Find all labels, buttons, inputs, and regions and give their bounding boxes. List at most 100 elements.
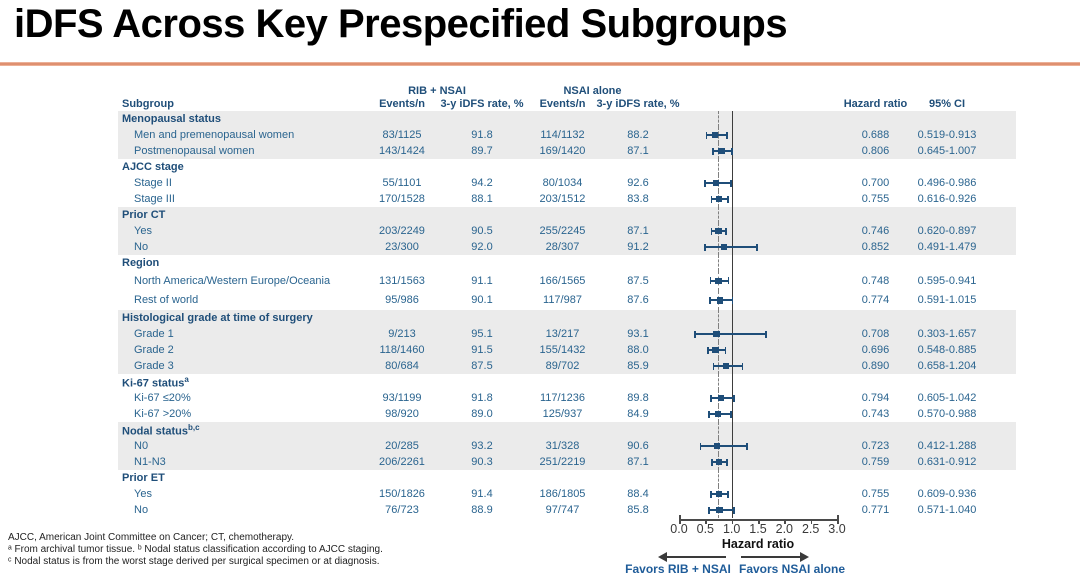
ci-cap-low	[710, 195, 713, 203]
axis-tick-label: 1.5	[749, 522, 767, 536]
arm1-rate-cell: 95.1	[471, 328, 493, 340]
group-label: Histological grade at time of surgery	[118, 312, 357, 324]
ci-cell: 0.605-1.042	[917, 392, 977, 404]
reference-line-dashed	[718, 111, 720, 127]
ci-cap-high	[725, 227, 728, 235]
favors-left-label: Favors RIB + NSAI	[625, 562, 731, 576]
arm2-rate-cell: 88.0	[627, 344, 649, 356]
group-header-row: Menopausal status	[118, 111, 1016, 127]
group-label: Region	[118, 257, 357, 269]
ci-cell: 0.491-1.479	[917, 241, 977, 253]
arm1-events-cell: 143/1424	[379, 145, 425, 157]
forest-marker	[715, 227, 722, 235]
col-subgroup: Subgroup	[122, 98, 174, 110]
group-label-text: Region	[122, 257, 160, 269]
axis-tick-label: 0.0	[670, 522, 688, 536]
arm1-rate-cell: 93.2	[471, 440, 493, 452]
forest-marker	[715, 195, 723, 203]
forest-table: RIB + NSAI NSAI alone Subgroup Events/n …	[118, 84, 1016, 518]
ci-cap-low	[707, 346, 709, 354]
ci-cell: 0.616-0.926	[917, 193, 977, 205]
reference-line-solid	[731, 127, 734, 143]
hazard-ratio-cell: 0.688	[861, 129, 890, 141]
reference-line-dashed	[718, 159, 720, 175]
ci-cap-high	[731, 296, 734, 304]
favors-right-label: Favors NSAI alone	[738, 562, 846, 576]
footnote-line: ᵃ From archival tumor tissue. ᵇ Nodal st…	[8, 544, 383, 555]
arm1-events-cell: 131/1563	[379, 274, 425, 287]
table-row: Men and premenopausal women 83/1125 91.8 11…	[118, 127, 1016, 143]
hazard-ratio-cell: 0.748	[861, 274, 890, 287]
reference-line-solid	[731, 470, 734, 486]
forest-marker	[715, 277, 722, 284]
table-row: Grade 2 118/1460 91.5 155/1432 88.0 0.696 0.54…	[118, 342, 1016, 358]
subgroup-label: Yes	[134, 225, 152, 237]
group-label-text: Nodal status	[122, 425, 189, 438]
group-label: Ki-67 statusa	[118, 375, 357, 390]
ci-cap-high	[727, 490, 730, 498]
group-header-row: Histological grade at time of surgery	[118, 310, 1016, 326]
ci-cap-high	[724, 346, 727, 354]
forest-marker	[716, 297, 724, 304]
reference-line-solid	[731, 191, 734, 207]
ci-cell: 0.591-1.015	[917, 294, 977, 307]
arm-header-row: RIB + NSAI NSAI alone	[118, 84, 1016, 97]
ci-cell: 0.571-1.040	[917, 504, 977, 516]
forest-plot-cell	[668, 374, 843, 390]
arm1-events-cell: 118/1460	[379, 344, 425, 356]
arm2-rate-cell: 90.6	[627, 440, 649, 452]
group-label-text: Ki-67 status	[122, 377, 185, 390]
group-header-row: Prior CT	[118, 207, 1016, 223]
arm1-rate-cell: 91.4	[471, 488, 493, 500]
reference-line-solid	[731, 111, 734, 127]
axis-end-tick	[679, 514, 681, 520]
table-row: N1-N3 206/2261 90.3 251/2219 87.1 0.759 0.631-…	[118, 454, 1016, 470]
arm2-rate-cell: 91.2	[627, 241, 649, 253]
axis-tick	[784, 519, 786, 524]
axis-tick	[837, 519, 839, 524]
hazard-ratio-cell: 0.696	[861, 344, 890, 356]
slide-title: iDFS Across Key Prespecified Subgroups	[14, 2, 788, 46]
subgroup-label: Men and premenopausal women	[134, 129, 295, 141]
arm1-events-cell: 55/1101	[382, 177, 422, 189]
hazard-ratio-cell: 0.755	[861, 193, 890, 205]
subgroup-label: Grade 1	[134, 328, 174, 340]
column-header-row: Subgroup Events/n 3-y iDFS rate, % Event…	[118, 97, 1016, 111]
ci-cap-low	[710, 490, 712, 498]
arm1-rate-cell: 90.3	[471, 456, 493, 468]
group-header-row: Region	[118, 255, 1016, 271]
table-row: Ki-67 ≤20% 93/1199 91.8 117/1236 89.8 0.794 0.…	[118, 390, 1016, 406]
arm2-events-cell: 114/1132	[540, 129, 585, 141]
forest-plot-cell	[668, 143, 843, 159]
table-row: No 23/300 92.0 28/307 91.2 0.852 0.491-1.479	[118, 239, 1016, 255]
ci-cell: 0.631-0.912	[917, 456, 977, 468]
arm2-events-cell: 80/1034	[542, 177, 583, 189]
forest-plot-cell	[668, 438, 843, 454]
ci-cap-high	[756, 243, 758, 251]
forest-marker	[712, 346, 719, 354]
forest-marker	[712, 179, 720, 187]
arm1-events-cell: 95/986	[385, 294, 419, 307]
ci-cap-low	[712, 362, 715, 370]
arm1-events-cell: 93/1199	[382, 392, 422, 404]
forest-plot-cell	[668, 223, 843, 239]
hazard-ratio-cell: 0.806	[861, 145, 890, 157]
confidence-interval-line	[694, 333, 767, 335]
hazard-ratio-cell: 0.890	[861, 360, 890, 372]
ci-cap-low	[704, 179, 706, 187]
group-header-row: Nodal statusb,c	[118, 422, 1016, 438]
footnotes: AJCC, American Joint Committee on Cancer…	[8, 532, 383, 568]
axis-tick-label: 3.0	[828, 522, 846, 536]
group-header-row: Prior ET	[118, 470, 1016, 486]
arm2-events-cell: 13/217	[545, 328, 580, 340]
ci-cell: 0.548-0.885	[917, 344, 977, 356]
subgroup-label: Stage II	[134, 177, 172, 189]
axis-tick	[679, 519, 681, 524]
arm1-events-cell: 170/1528	[379, 193, 425, 205]
forest-plot-cell	[668, 470, 843, 486]
forest-plot-cell	[668, 207, 843, 223]
table-body: Menopausal status Men and premenopausal w…	[118, 111, 1016, 518]
arm2-events-cell: 117/987	[543, 294, 582, 307]
group-label-text: Histological grade at time of surgery	[122, 312, 313, 324]
